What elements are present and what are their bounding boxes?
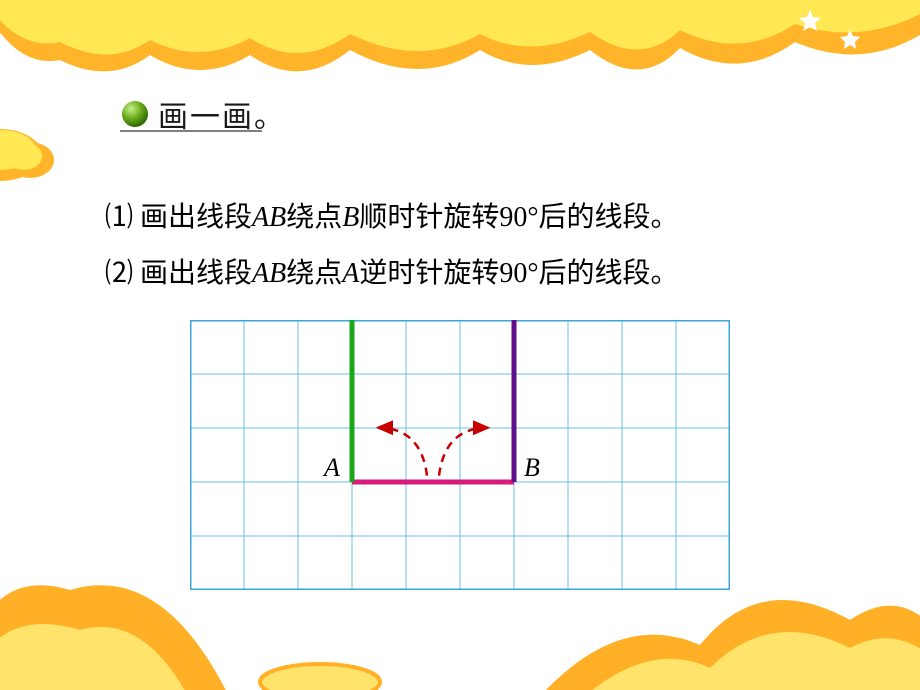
q1-mid: 绕点 <box>286 202 342 233</box>
label-B: B <box>524 453 540 482</box>
question-2: ⑵ 画出线段AB绕点A逆时针旋转90°后的线段。 <box>105 246 825 302</box>
q2-mid: 绕点 <box>286 258 342 289</box>
q1-prefix: ⑴ 画出线段 <box>105 202 252 233</box>
grid-svg: AB <box>190 320 730 590</box>
q2-prefix: ⑵ 画出线段 <box>105 258 252 289</box>
q1-point: B <box>342 202 359 233</box>
q1-suffix: 顺时针旋转90°后的线段。 <box>359 202 678 233</box>
label-A: A <box>322 453 340 482</box>
question-1: ⑴ 画出线段AB绕点B顺时针旋转90°后的线段。 <box>105 190 825 246</box>
grid-diagram: AB <box>190 320 730 590</box>
q2-point: A <box>342 258 359 289</box>
section-underline <box>120 130 262 132</box>
bullet-circle-icon <box>120 99 150 129</box>
q2-suffix: 逆时针旋转90°后的线段。 <box>359 258 678 289</box>
q2-seg: AB <box>252 258 286 289</box>
q1-seg: AB <box>252 202 286 233</box>
question-block: ⑴ 画出线段AB绕点B顺时针旋转90°后的线段。 ⑵ 画出线段AB绕点A逆时针旋… <box>105 190 825 302</box>
